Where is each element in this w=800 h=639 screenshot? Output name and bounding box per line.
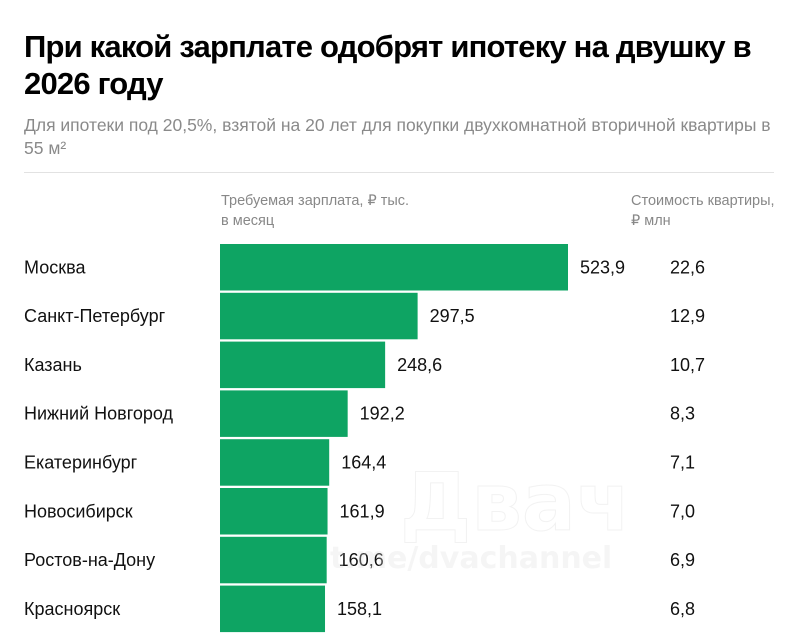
city-label: Санкт-Петербург — [24, 306, 166, 326]
city-label: Нижний Новгород — [24, 404, 174, 424]
salary-bar — [220, 585, 326, 633]
price-value-label: 10,7 — [670, 355, 705, 375]
salary-bar — [220, 341, 386, 389]
salary-value-label: 248,6 — [397, 355, 442, 375]
city-label: Красноярск — [24, 599, 120, 619]
salary-bar — [220, 439, 330, 486]
chart-subtitle: Для ипотеки под 20,5%, взятой на 20 лет … — [24, 115, 771, 158]
watermark-logo: Двач — [400, 456, 631, 549]
price-value-label: 7,1 — [670, 452, 695, 472]
city-label: Москва — [24, 257, 86, 277]
price-value-label: 6,8 — [670, 599, 695, 619]
divider — [24, 172, 774, 173]
salary-value-label: 192,2 — [360, 404, 405, 424]
salary-value-label: 297,5 — [430, 306, 475, 326]
price-value-label: 6,9 — [670, 550, 695, 570]
price-value-label: 12,9 — [670, 306, 705, 326]
salary-column-header: Требуемая зарплата, ₽ тыс. в месяц — [221, 193, 410, 229]
price-value-label: 22,6 — [670, 257, 705, 277]
salary-bar — [220, 390, 348, 437]
salary-value-label: 523,9 — [580, 257, 625, 277]
city-label: Казань — [24, 355, 82, 375]
salary-bar — [220, 488, 328, 535]
salary-bar — [220, 536, 327, 584]
salary-value-label: 160,6 — [339, 550, 384, 570]
city-label: Новосибирск — [24, 501, 133, 521]
salary-value-label: 164,4 — [341, 452, 386, 472]
watermark-handle: t.me/dvachannel — [330, 541, 612, 576]
salary-bar — [220, 292, 418, 340]
price-value-label: 8,3 — [670, 404, 695, 424]
city-label: Ростов-на-Дону — [24, 550, 155, 570]
city-label: Екатеринбург — [24, 452, 138, 472]
chart-title: При какой зарплате одобрят ипотеку на дв… — [24, 29, 752, 101]
salary-value-label: 158,1 — [337, 599, 382, 619]
price-column-header: Стоимость квартиры, ₽ млн — [631, 193, 775, 229]
salary-value-label: 161,9 — [340, 501, 385, 521]
price-value-label: 7,0 — [670, 501, 695, 521]
salary-bar — [220, 244, 568, 291]
